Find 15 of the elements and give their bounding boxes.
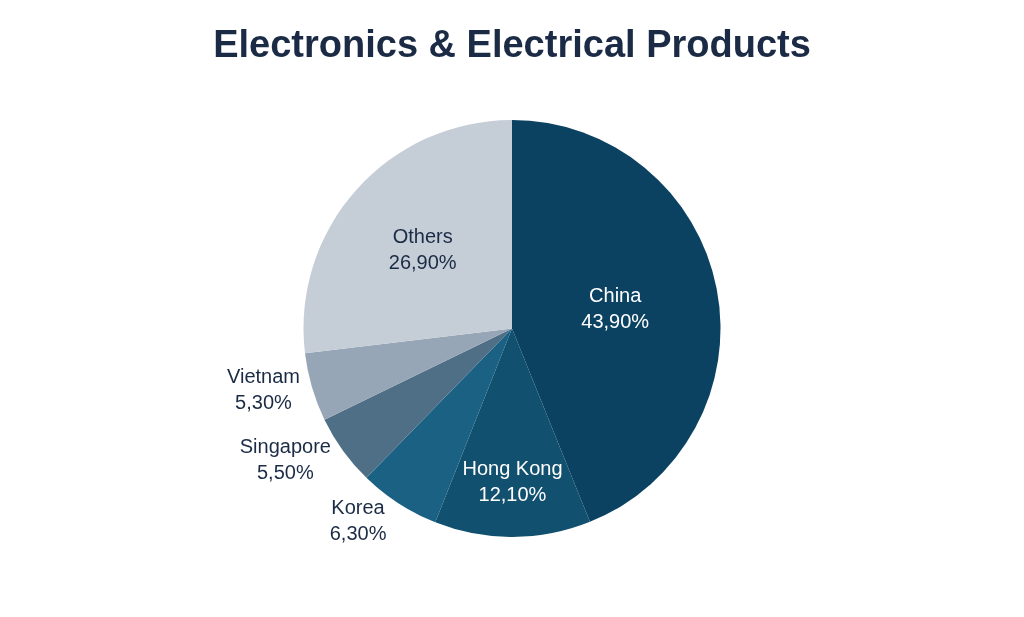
slice-label: China — [589, 284, 643, 307]
chart-title: Electronics & Electrical Products — [213, 23, 811, 66]
pie-slice — [304, 328, 512, 420]
data-label: 43,90% — [581, 310, 650, 333]
data-label: 5,30% — [235, 391, 293, 414]
data-label: 12,10% — [478, 482, 547, 505]
slice-label: Others — [392, 225, 453, 248]
data-label: 5,50% — [256, 460, 314, 483]
slice-label: Hong Kong — [462, 456, 563, 479]
pie-slice — [303, 120, 512, 354]
data-label: 6,30% — [329, 522, 387, 545]
slice-label: Korea — [331, 496, 386, 519]
slice-label: Singapore — [239, 434, 331, 457]
slice-label: Vietnam — [226, 365, 300, 388]
data-label: 26,90% — [388, 251, 457, 274]
